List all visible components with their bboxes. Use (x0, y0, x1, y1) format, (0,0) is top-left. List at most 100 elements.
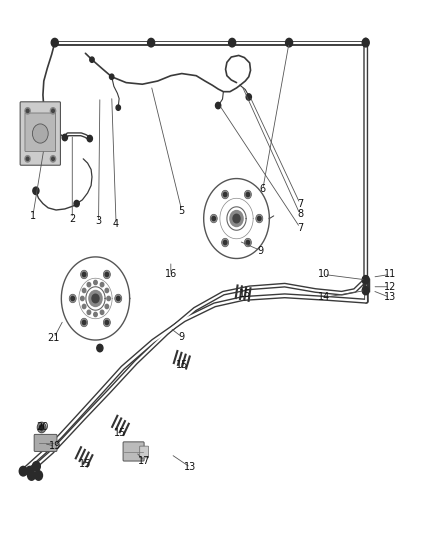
Circle shape (362, 38, 369, 47)
Text: 10: 10 (318, 270, 330, 279)
Circle shape (244, 190, 251, 199)
Text: 16: 16 (165, 269, 177, 279)
Circle shape (87, 282, 91, 287)
Circle shape (51, 38, 58, 47)
Circle shape (105, 320, 109, 325)
Circle shape (81, 318, 88, 327)
Text: 9: 9 (258, 246, 264, 255)
Circle shape (212, 216, 215, 221)
Circle shape (110, 74, 114, 79)
Circle shape (81, 296, 84, 301)
Text: 6: 6 (260, 184, 266, 194)
Circle shape (363, 276, 369, 284)
FancyBboxPatch shape (25, 113, 56, 151)
Circle shape (71, 296, 74, 301)
Circle shape (362, 286, 369, 295)
Circle shape (97, 344, 103, 352)
Circle shape (223, 192, 227, 197)
Circle shape (99, 346, 101, 350)
Text: 14: 14 (318, 293, 330, 302)
Circle shape (26, 466, 34, 476)
Circle shape (35, 471, 42, 480)
Circle shape (32, 124, 48, 143)
Text: 20: 20 (37, 423, 49, 432)
Circle shape (105, 272, 109, 277)
Text: 19: 19 (49, 441, 61, 451)
Circle shape (90, 57, 94, 62)
Circle shape (223, 240, 227, 245)
Text: 7: 7 (297, 199, 303, 208)
Circle shape (105, 304, 109, 309)
Circle shape (28, 471, 35, 480)
Circle shape (50, 108, 56, 114)
Circle shape (116, 105, 120, 110)
Circle shape (82, 272, 86, 277)
Text: 12: 12 (384, 282, 396, 292)
Circle shape (148, 38, 155, 47)
Circle shape (26, 157, 29, 160)
Circle shape (39, 425, 44, 430)
Circle shape (246, 240, 250, 245)
Text: 8: 8 (297, 209, 303, 219)
Circle shape (69, 294, 76, 303)
Circle shape (246, 94, 251, 100)
Text: 3: 3 (95, 216, 102, 226)
FancyBboxPatch shape (123, 442, 144, 461)
Circle shape (32, 462, 40, 471)
Circle shape (210, 214, 217, 223)
Circle shape (222, 238, 229, 247)
Circle shape (26, 109, 29, 112)
Circle shape (105, 288, 109, 293)
Text: 2: 2 (69, 214, 75, 223)
Circle shape (74, 200, 79, 207)
Text: 13: 13 (184, 463, 197, 472)
Circle shape (82, 304, 86, 309)
Text: 15: 15 (239, 289, 251, 299)
Circle shape (103, 270, 110, 279)
Circle shape (81, 270, 88, 279)
Circle shape (92, 294, 99, 303)
Circle shape (25, 156, 30, 162)
Circle shape (230, 211, 243, 227)
Circle shape (258, 216, 261, 221)
Text: 9: 9 (179, 332, 185, 342)
Circle shape (52, 109, 54, 112)
Circle shape (222, 190, 229, 199)
Circle shape (62, 134, 67, 141)
Circle shape (87, 310, 91, 314)
Circle shape (82, 320, 86, 325)
Text: 7: 7 (297, 223, 303, 232)
FancyBboxPatch shape (140, 446, 148, 458)
Circle shape (82, 288, 86, 293)
Circle shape (50, 156, 56, 162)
Circle shape (363, 287, 369, 294)
Circle shape (244, 238, 251, 247)
Circle shape (94, 280, 97, 285)
FancyBboxPatch shape (20, 102, 60, 165)
Text: 11: 11 (384, 270, 396, 279)
Text: 17: 17 (138, 456, 151, 466)
Circle shape (19, 466, 27, 476)
Circle shape (256, 214, 263, 223)
Circle shape (87, 135, 92, 142)
Text: 13: 13 (384, 293, 396, 302)
Text: 15: 15 (114, 428, 127, 438)
Circle shape (362, 276, 369, 284)
Text: 15: 15 (79, 459, 92, 469)
Text: 21: 21 (48, 333, 60, 343)
Circle shape (89, 290, 102, 306)
Circle shape (25, 108, 30, 114)
Circle shape (103, 318, 110, 327)
Circle shape (286, 38, 293, 47)
Circle shape (115, 294, 122, 303)
Text: 15: 15 (176, 360, 188, 370)
Circle shape (100, 282, 104, 287)
FancyBboxPatch shape (34, 434, 57, 451)
Circle shape (33, 187, 39, 195)
Text: 4: 4 (113, 219, 119, 229)
Circle shape (233, 214, 240, 223)
Circle shape (52, 157, 54, 160)
Circle shape (117, 296, 120, 301)
Circle shape (37, 422, 46, 433)
Text: 5: 5 (179, 206, 185, 215)
